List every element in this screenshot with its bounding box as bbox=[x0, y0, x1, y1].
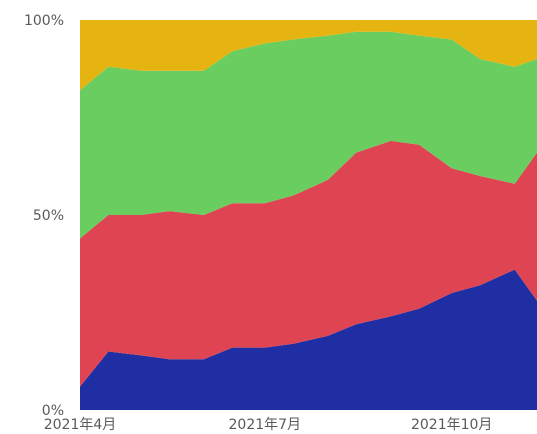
y-tick-label: 0% bbox=[42, 403, 64, 419]
y-tick-label: 50% bbox=[33, 208, 64, 224]
x-tick-label: 2021年10月 bbox=[411, 417, 492, 433]
series-area-4 bbox=[80, 20, 537, 91]
y-tick-label: 100% bbox=[24, 13, 64, 29]
x-tick-label: 2021年7月 bbox=[229, 417, 302, 433]
series-area-3 bbox=[80, 31, 537, 239]
series-area-2 bbox=[80, 140, 537, 387]
series-layer bbox=[80, 20, 537, 410]
x-axis: 2021年4月 2021年7月 2021年10月 bbox=[44, 417, 493, 433]
x-tick-label: 2021年4月 bbox=[44, 417, 117, 433]
series-area-1 bbox=[80, 269, 537, 410]
y-axis: 0% 50% 100% bbox=[24, 13, 64, 419]
